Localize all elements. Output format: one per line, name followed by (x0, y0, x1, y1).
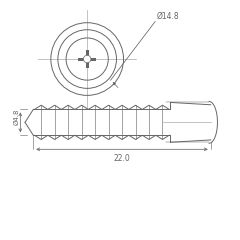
Bar (78, 58, 96, 60)
Circle shape (84, 55, 91, 63)
Text: Ø14.8: Ø14.8 (156, 11, 179, 20)
Text: Ø4.8: Ø4.8 (13, 108, 19, 125)
Bar (86, 50, 89, 68)
Text: 22.0: 22.0 (114, 154, 130, 162)
